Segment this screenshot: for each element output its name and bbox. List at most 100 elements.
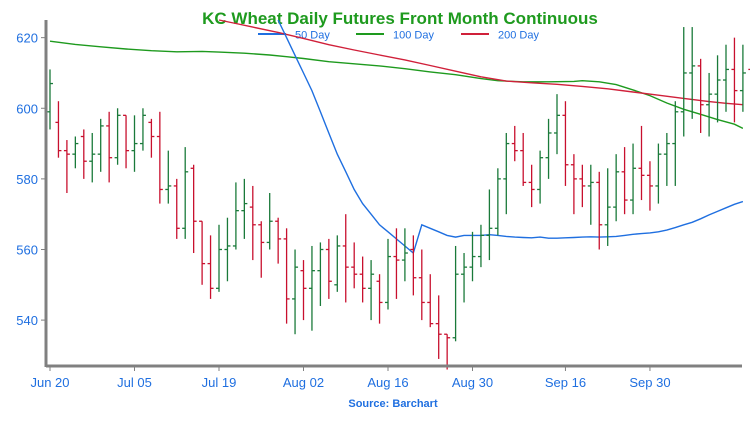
ohlc-bar	[545, 118, 552, 179]
x-tick-label: Aug 16	[367, 375, 408, 390]
ohlc-bar	[334, 235, 341, 292]
chart-source: Source: Barchart	[348, 398, 438, 410]
ohlc-bar	[503, 132, 510, 215]
ohlc-bar	[739, 44, 746, 112]
ohlc-bar	[190, 164, 197, 254]
ohlc-bar	[511, 125, 518, 162]
ohlc-bar	[123, 114, 130, 169]
ohlc-bar	[47, 69, 53, 130]
ohlc-bars	[47, 27, 750, 370]
y-tick-label: 620	[16, 31, 38, 46]
ohlc-bar	[131, 115, 138, 172]
y-tick-label: 560	[16, 242, 38, 257]
ohlc-bar	[655, 143, 662, 204]
ohlc-bar	[427, 274, 434, 328]
ohlc-bar	[494, 168, 501, 236]
ohlc-bar	[156, 111, 163, 204]
ohlc-bar	[114, 108, 121, 165]
legend-item: 200 Day	[461, 30, 539, 42]
ma100-line	[49, 40, 743, 130]
y-tick-label: 600	[16, 101, 38, 116]
chart-axes: 540 560 580 600 620 Jun 20 Jul 05 Jul 19 Aug 02 A…	[16, 20, 742, 390]
ohlc-bar	[182, 147, 189, 239]
ohlc-bar	[148, 118, 155, 158]
ohlc-bar	[554, 94, 560, 155]
ohlc-bar	[106, 111, 113, 183]
ohlc-bar	[680, 27, 687, 137]
ohlc-bar	[393, 228, 400, 299]
x-tick-label: Jun 20	[30, 375, 69, 390]
ohlc-bar	[249, 185, 256, 261]
ohlc-bar	[587, 164, 594, 225]
ohlc-bar	[139, 108, 146, 151]
ohlc-bar	[97, 118, 104, 172]
ohlc-bar	[63, 140, 70, 193]
ohlc-bar	[275, 217, 282, 264]
ohlc-bar	[283, 228, 290, 324]
ohlc-bar	[613, 154, 620, 222]
ohlc-bar	[325, 238, 332, 299]
ohlc-bar	[706, 72, 713, 137]
ohlc-bar	[80, 129, 87, 179]
ohlc-bar	[317, 242, 324, 306]
ohlc-bar	[562, 101, 569, 186]
ohlc-bar	[461, 253, 468, 303]
ohlc-bar	[486, 189, 493, 261]
ohlc-bar	[401, 228, 408, 282]
ohlc-bar	[689, 27, 696, 119]
ohlc-bar	[697, 58, 704, 133]
ohlc-bar	[266, 193, 273, 250]
moving-average-lines	[49, 19, 743, 255]
ohlc-bar	[376, 274, 383, 324]
ohlc-bar	[410, 235, 417, 296]
legend-label: 50 Day	[295, 30, 330, 42]
ohlc-bar	[385, 238, 391, 310]
ohlc-bar	[435, 295, 442, 359]
ohlc-bar	[308, 245, 315, 331]
ohlc-bar	[469, 231, 476, 282]
x-tick-label: Aug 30	[452, 375, 493, 390]
ohlc-bar	[199, 220, 206, 285]
ohlc-bar	[241, 178, 248, 239]
ohlc-bar	[452, 245, 459, 342]
x-tick-label: Jul 05	[117, 375, 152, 390]
ohlc-bar	[342, 214, 349, 303]
y-tick-label: 580	[16, 172, 38, 187]
ohlc-bar	[300, 260, 307, 321]
legend-item: 100 Day	[356, 30, 434, 42]
ohlc-bar	[596, 171, 603, 250]
ma200-line	[218, 19, 743, 106]
ohlc-bar	[258, 221, 265, 278]
ohlc-bar	[731, 37, 738, 123]
ohlc-bar	[72, 136, 79, 169]
ohlc-bar	[207, 235, 214, 299]
ohlc-bar	[89, 132, 96, 183]
ohlc-bar	[672, 101, 679, 186]
ohlc-bar	[570, 154, 577, 215]
ohlc-bar	[537, 150, 544, 204]
ohlc-bar	[723, 44, 729, 112]
ohlc-bar	[165, 150, 172, 204]
ohlc-bar	[173, 178, 180, 239]
ohlc-bar	[216, 224, 222, 292]
ohlc-bar	[621, 147, 628, 215]
ohlc-bar	[663, 132, 670, 186]
legend-label: 100 Day	[393, 30, 434, 42]
chart-legend: 50 Day 100 Day 200 Day	[258, 30, 539, 42]
ohlc-bar	[232, 182, 239, 250]
ohlc-bar	[224, 217, 231, 282]
ohlc-bar	[630, 143, 637, 215]
ohlc-bar	[528, 164, 535, 208]
ohlc-bar	[604, 168, 611, 246]
ohlc-bar	[359, 256, 366, 303]
ohlc-bar	[579, 164, 586, 208]
ohlc-bar	[638, 125, 645, 201]
ohlc-bar	[418, 249, 425, 321]
ma50-line	[277, 19, 743, 255]
ohlc-bar	[477, 224, 484, 268]
y-tick-label: 540	[16, 313, 38, 328]
legend-label: 200 Day	[498, 30, 539, 42]
ohlc-bar	[714, 55, 721, 123]
